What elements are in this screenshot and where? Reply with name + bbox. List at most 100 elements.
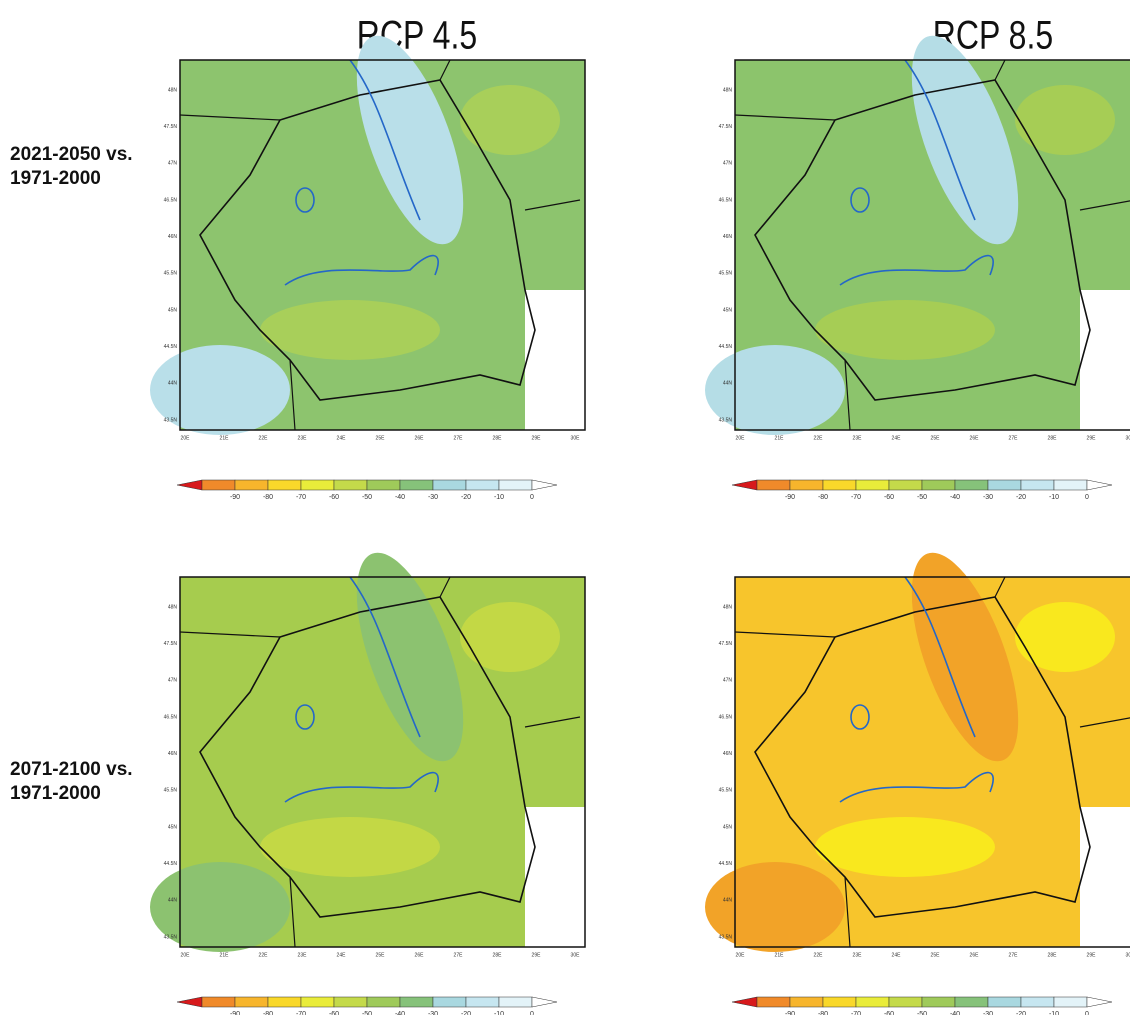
colorbar-tick-label: -10 bbox=[1049, 1011, 1059, 1015]
lon-tick-label: 30E bbox=[1126, 952, 1130, 958]
lat-tick-label: 44N bbox=[723, 381, 733, 387]
colorbar-tick-label: -40 bbox=[395, 494, 405, 501]
lat-tick-label: 43.5N bbox=[164, 934, 178, 940]
border-line bbox=[179, 576, 581, 948]
field-patch bbox=[460, 602, 560, 672]
lon-tick-label: 29E bbox=[1087, 435, 1097, 441]
colorbar-tick-label: -50 bbox=[917, 1011, 927, 1015]
colorbar-segment bbox=[789, 996, 824, 1008]
contour bbox=[295, 704, 315, 730]
colorbar-end bbox=[731, 996, 758, 1008]
colorbar-end bbox=[531, 479, 558, 491]
colorbar-segment bbox=[399, 996, 434, 1008]
lat-tick-label: 47N bbox=[723, 678, 733, 684]
map-frame bbox=[734, 59, 1130, 431]
map-frame bbox=[179, 59, 586, 431]
lat-tick-label: 48N bbox=[723, 604, 733, 610]
map-panel: 48N 47.5N 47N 46.5N 46N 45.5N 45N 44.5N 44N 43.5N… bbox=[705, 35, 1130, 441]
colorbar-segment bbox=[465, 996, 500, 1008]
lat-tick-label: 44.5N bbox=[719, 344, 733, 350]
colorbar-segment bbox=[756, 996, 791, 1008]
row-label: 2021-2050 vs. bbox=[10, 144, 133, 165]
lat-tick-label: 45N bbox=[723, 824, 733, 830]
lon-tick-label: 25E bbox=[931, 952, 941, 958]
lon-tick-label: 20E bbox=[181, 435, 191, 441]
colorbar-tick-label: -60 bbox=[884, 1011, 894, 1015]
colorbar-tick-label: -70 bbox=[296, 1011, 306, 1015]
colorbar-tick-label: -90 bbox=[785, 494, 795, 501]
field-patch bbox=[356, 552, 464, 762]
lat-tick-label: 45N bbox=[168, 824, 178, 830]
colorbar-segment bbox=[333, 479, 368, 491]
lon-tick-label: 26E bbox=[415, 435, 425, 441]
colorbar-tick-label: -70 bbox=[851, 1011, 861, 1015]
contour bbox=[839, 59, 994, 286]
colorbar-segment bbox=[1020, 996, 1055, 1008]
lat-tick-label: 48N bbox=[723, 87, 733, 93]
colorbar-segment bbox=[954, 996, 989, 1008]
lon-tick-label: 29E bbox=[1087, 952, 1097, 958]
lat-tick-label: 47.5N bbox=[719, 641, 733, 647]
field-patch bbox=[705, 862, 845, 952]
lon-tick-label: 20E bbox=[181, 952, 191, 958]
row-label: 2071-2100 vs. bbox=[10, 759, 133, 780]
lat-tick-label: 47.5N bbox=[719, 124, 733, 130]
map-panel: 48N 47.5N 47N 46.5N 46N 45.5N 45N 44.5N 44N 43.5N… bbox=[150, 552, 586, 958]
lon-tick-label: 24E bbox=[337, 952, 347, 958]
lat-tick-label: 48N bbox=[168, 87, 178, 93]
lon-tick-label: 23E bbox=[298, 952, 308, 958]
lon-tick-label: 24E bbox=[892, 952, 902, 958]
contour bbox=[850, 704, 870, 730]
border-line bbox=[734, 59, 1130, 431]
field-patch bbox=[356, 35, 464, 245]
lat-tick-label: 45.5N bbox=[719, 788, 733, 794]
colorbar-segment bbox=[921, 479, 956, 491]
lon-tick-label: 28E bbox=[1048, 435, 1058, 441]
sea bbox=[1080, 807, 1130, 947]
lon-tick-label: 23E bbox=[853, 435, 863, 441]
colorbar-tick-label: -20 bbox=[461, 494, 471, 501]
colorbar-end bbox=[531, 996, 558, 1008]
lon-tick-label: 24E bbox=[892, 435, 902, 441]
field-patch bbox=[260, 300, 440, 360]
sea bbox=[1080, 290, 1130, 430]
lon-tick-label: 30E bbox=[1126, 435, 1130, 441]
lat-tick-label: 45N bbox=[723, 307, 733, 313]
lon-tick-label: 30E bbox=[571, 435, 581, 441]
lon-tick-label: 20E bbox=[736, 435, 746, 441]
field-patch bbox=[815, 817, 995, 877]
lat-tick-label: 46.5N bbox=[164, 197, 178, 203]
lon-tick-label: 28E bbox=[493, 435, 503, 441]
contour bbox=[839, 576, 994, 803]
country-outline bbox=[754, 596, 1091, 918]
colorbar-segment bbox=[366, 996, 401, 1008]
colorbar-segment bbox=[432, 996, 467, 1008]
sea bbox=[525, 290, 585, 430]
lat-tick-label: 44N bbox=[723, 898, 733, 904]
lon-tick-label: 20E bbox=[736, 952, 746, 958]
country-outline bbox=[199, 596, 536, 918]
colorbar-segment bbox=[1053, 479, 1088, 491]
lat-tick-label: 46.5N bbox=[719, 714, 733, 720]
lat-tick-label: 47.5N bbox=[164, 641, 178, 647]
colorbar-segment bbox=[399, 479, 434, 491]
colorbar-segment bbox=[234, 996, 269, 1008]
colorbar-tick-label: -50 bbox=[362, 494, 372, 501]
lat-tick-label: 43.5N bbox=[719, 934, 733, 940]
lat-tick-label: 46.5N bbox=[719, 197, 733, 203]
lon-tick-label: 22E bbox=[259, 435, 269, 441]
lon-tick-label: 21E bbox=[220, 952, 230, 958]
contour bbox=[284, 59, 439, 286]
lon-tick-label: 26E bbox=[970, 952, 980, 958]
colorbar-segment bbox=[333, 996, 368, 1008]
colorbar-tick-label: -20 bbox=[1016, 1011, 1026, 1015]
country-outline bbox=[754, 79, 1091, 401]
colorbar-segment bbox=[822, 479, 857, 491]
lon-tick-label: 29E bbox=[532, 435, 542, 441]
colorbar-segment bbox=[1020, 479, 1055, 491]
lat-tick-label: 44N bbox=[168, 898, 178, 904]
lat-tick-label: 44.5N bbox=[164, 344, 178, 350]
contour bbox=[295, 187, 315, 213]
colorbar: -90 -80 -70 -60 -50 -40 -30 -20 -10 0 bbox=[176, 996, 558, 1015]
